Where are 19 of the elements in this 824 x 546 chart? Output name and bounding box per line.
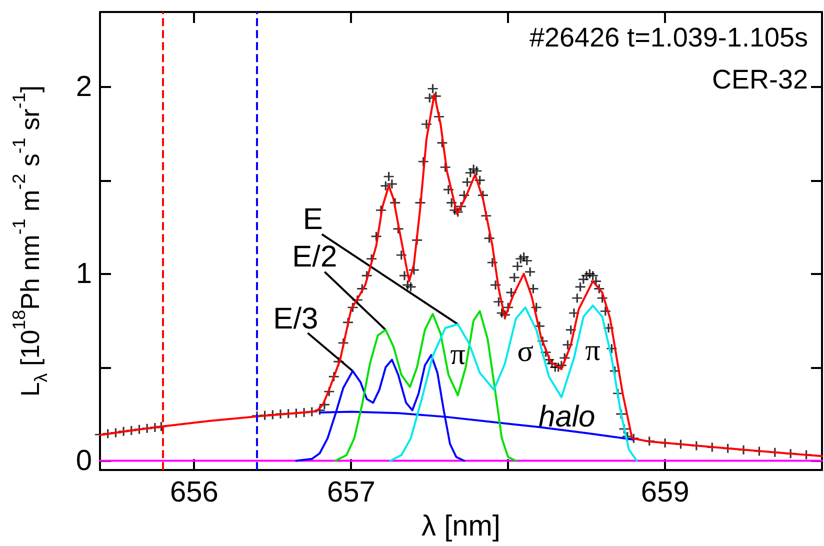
- x-tick-label: 656: [170, 476, 218, 509]
- annotation: σ: [517, 334, 534, 368]
- x-tick-label: 657: [326, 476, 376, 509]
- annotation: E: [302, 202, 323, 236]
- y-tick-label: 1: [76, 258, 92, 290]
- line-series: [334, 310, 517, 462]
- y-tick-label: 2: [76, 70, 92, 103]
- x-axis-title: λ [nm]: [422, 510, 500, 542]
- annotation: π: [585, 334, 600, 368]
- annotation: π: [450, 338, 466, 371]
- annotation: E/2: [292, 240, 338, 274]
- text: Lλ [1018Ph nm-1 m-2 s-1 sr-1]: [9, 85, 51, 397]
- annotation: E/3: [273, 302, 318, 336]
- y-tick-label: 0: [76, 444, 92, 477]
- annotation: #26426 t=1.039-1.105s: [530, 22, 808, 52]
- annotation: CER-32: [712, 64, 808, 94]
- x-tick-label: 659: [640, 476, 690, 509]
- line-series: [389, 304, 638, 462]
- annotation: halo: [538, 400, 596, 434]
